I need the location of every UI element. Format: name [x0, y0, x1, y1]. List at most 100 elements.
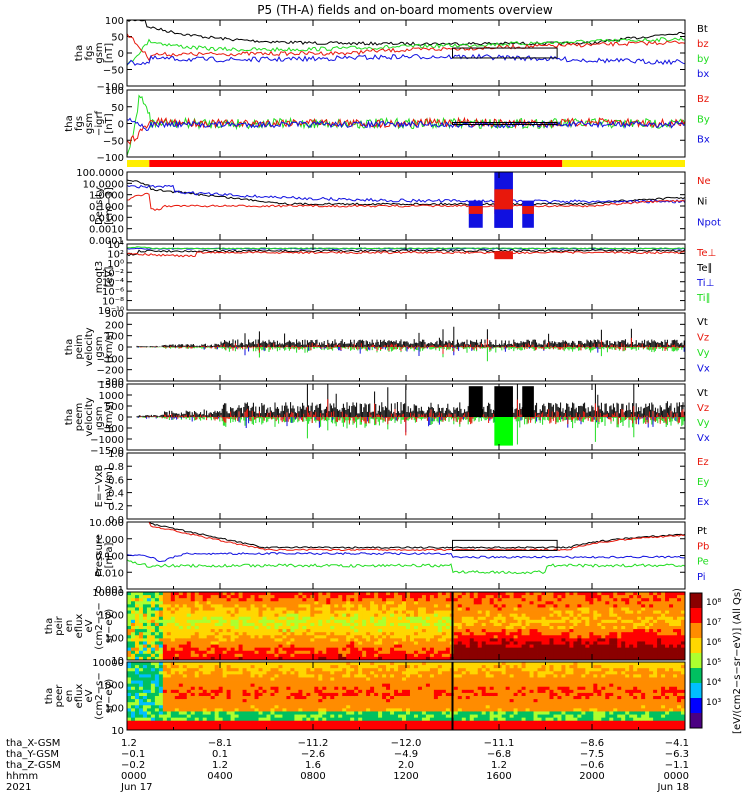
spectrogram-cell: [617, 638, 622, 642]
spectrogram-cell: [398, 610, 403, 615]
spectrogram-cell: [270, 626, 275, 630]
spectrogram-cell: [250, 665, 255, 669]
spectrogram-cell: [294, 662, 299, 666]
spectrogram-cell: [413, 607, 419, 611]
spectrogram-cell: [266, 692, 271, 697]
spectrogram-cell: [214, 689, 220, 694]
spectrogram-cell: [174, 613, 180, 618]
spectrogram-cell: [609, 592, 614, 596]
spectrogram-cell: [206, 674, 212, 678]
spectrogram-cell: [146, 656, 152, 661]
spectrogram-cell: [429, 653, 435, 658]
spectrogram-cell: [417, 607, 423, 611]
spectrogram-cell: [545, 653, 550, 658]
spectrogram-cell: [182, 683, 188, 688]
spectrogram-cell: [282, 723, 287, 728]
spectrogram-cell: [314, 717, 319, 722]
spectrogram-cell: [597, 619, 602, 624]
spectrogram-cell: [178, 592, 184, 596]
spectrogram-cell: [174, 656, 180, 661]
spectrogram-cell: [673, 613, 678, 618]
spectrogram-cell: [222, 692, 228, 697]
spectrogram-cell: [473, 616, 479, 621]
spectrogram-cell: [390, 595, 395, 599]
spectrogram-cell: [593, 641, 598, 645]
spectrogram-cell: [222, 604, 228, 608]
spectrogram-cell: [362, 662, 367, 666]
spectrogram-cell: [310, 683, 315, 688]
spectrogram-cell: [613, 601, 618, 605]
spectrogram-cell: [330, 720, 335, 725]
spectrogram-cell: [278, 604, 283, 608]
spectrogram-cell: [473, 626, 479, 630]
spectrogram-cell: [601, 653, 606, 658]
spectrogram-cell: [134, 662, 140, 666]
spectrogram-cell: [214, 668, 220, 672]
y-label-line: [mV/m]: [104, 467, 115, 505]
spectrogram-cell: [282, 714, 287, 719]
spectrogram-cell: [457, 598, 463, 602]
spectrogram-cell: [461, 610, 467, 615]
spectrogram-cell: [138, 677, 144, 681]
spectrogram-cell: [593, 601, 598, 605]
spectrogram-cell: [457, 607, 463, 611]
y-label-line: tha: [64, 339, 75, 355]
spectrogram-cell: [198, 644, 204, 649]
spectrogram-cell: [561, 626, 566, 630]
spectrogram-cell: [617, 626, 622, 630]
spectrogram-cell: [278, 653, 283, 658]
spectrogram-cell: [469, 613, 475, 618]
spectrogram-cell: [250, 592, 255, 596]
y-tick-label: 0.001: [95, 585, 124, 596]
spectrogram-cell: [334, 641, 339, 645]
spectrogram-cell: [621, 601, 626, 605]
spectrogram-cell: [194, 692, 200, 697]
spectrogram-cell: [569, 635, 574, 639]
spectrogram-cell: [138, 705, 144, 709]
spectrogram-cell: [354, 656, 359, 661]
spectrogram-cell: [473, 619, 479, 624]
spectrogram-cell: [354, 592, 359, 596]
spectrogram-cell: [178, 641, 184, 645]
spectrogram-cell: [278, 641, 283, 645]
y-tick-label: 300: [105, 309, 124, 320]
spectrogram-cell: [557, 598, 562, 602]
spectrogram-cell: [266, 595, 271, 599]
spectrogram-cell: [406, 607, 411, 611]
spectrogram-cell: [497, 632, 503, 636]
spectrogram-cell: [246, 680, 251, 685]
spectrogram-cell: [234, 598, 239, 602]
spectrogram-cell: [158, 653, 164, 658]
spectrogram-cell: [358, 717, 363, 722]
spectrogram-cell: [238, 702, 243, 706]
spectrogram-cell: [254, 668, 259, 672]
y-tick-label: 10²: [107, 249, 124, 260]
spectrogram-cell: [202, 592, 208, 596]
spectrogram-cell: [130, 683, 136, 688]
spectrogram-cell: [577, 632, 582, 636]
spectrogram-cell: [521, 613, 526, 618]
spectrogram-cell: [258, 626, 263, 630]
spectrogram-cell: [174, 717, 180, 722]
spectrogram-cell: [170, 686, 176, 691]
spectrogram-cell: [230, 677, 236, 681]
spectrogram-cell: [322, 656, 327, 661]
spectrogram-cell: [246, 668, 251, 672]
spectrogram-cell: [525, 635, 530, 639]
spectrogram-cell: [330, 619, 335, 624]
y-label-line: Density: [94, 187, 105, 225]
spectrogram-cell: [413, 647, 419, 652]
spectrogram-cell: [641, 656, 646, 661]
spectrogram-cell: [354, 683, 359, 688]
spectrogram-cell: [569, 613, 574, 618]
spectrogram-cell: [545, 632, 550, 636]
spectrogram-cell: [497, 622, 503, 627]
spectrogram-cell: [661, 638, 666, 642]
spectrogram-cell: [286, 616, 291, 621]
spectrogram-cell: [541, 629, 546, 633]
spectrogram-cell: [374, 622, 379, 627]
spectrogram-cell: [346, 644, 351, 649]
spectrogram-cell: [266, 689, 271, 694]
spectrogram-cell: [338, 626, 343, 630]
